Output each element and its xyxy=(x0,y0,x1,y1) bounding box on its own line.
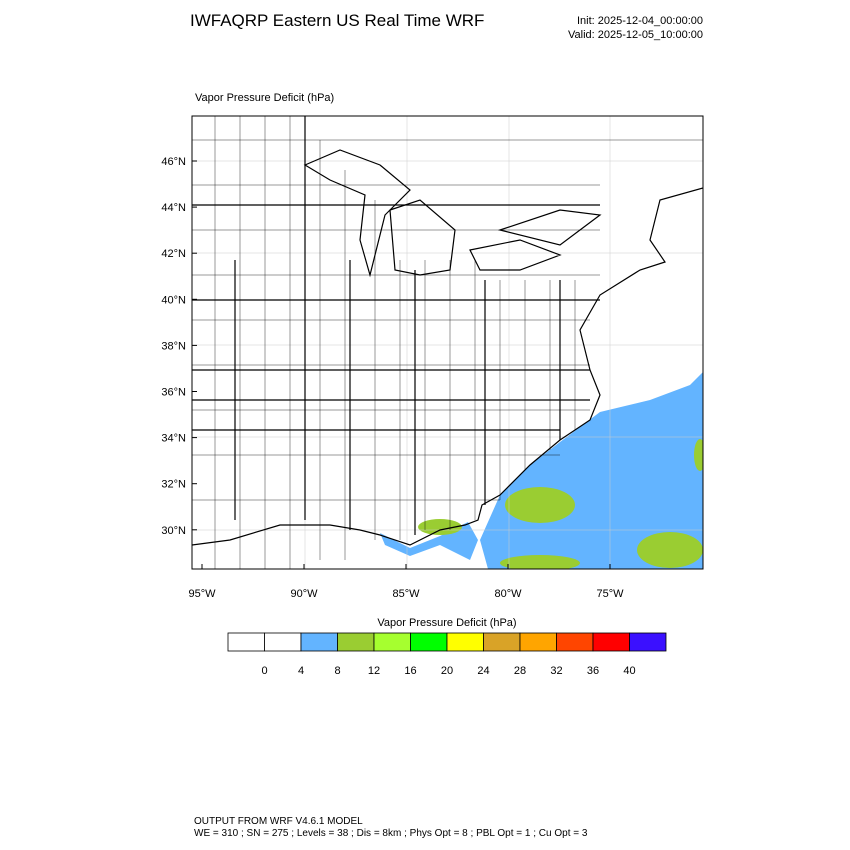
lat-label: 42°N xyxy=(161,248,186,260)
colorbar-label: 4 xyxy=(298,665,304,677)
init-time: Init: 2025-12-04_00:00:00 xyxy=(577,15,703,27)
colorbar-box xyxy=(373,632,411,652)
lon-label: 95°W xyxy=(188,588,216,600)
lon-label: 80°W xyxy=(494,588,522,600)
lon-label: 75°W xyxy=(596,588,624,600)
colorbar-title: Vapor Pressure Deficit (hPa) xyxy=(377,617,516,629)
title: IWFAQRP Eastern US Real Time WRF xyxy=(190,11,484,30)
vpd-patch xyxy=(500,555,580,569)
valid-time: Valid: 2025-12-05_10:00:00 xyxy=(568,29,703,41)
colorbar-label: 20 xyxy=(441,665,453,677)
colorbar-label: 28 xyxy=(514,665,526,677)
vpd-patch xyxy=(637,532,703,568)
map-frame xyxy=(191,115,704,570)
lat-label: 30°N xyxy=(161,525,186,537)
map xyxy=(191,115,704,570)
map-title: Vapor Pressure Deficit (hPa) xyxy=(195,92,334,104)
colorbar-box xyxy=(300,632,338,652)
colorbar-box xyxy=(410,632,448,652)
colorbar-label: 40 xyxy=(623,665,635,677)
colorbar-label: 36 xyxy=(587,665,599,677)
lat-label: 32°N xyxy=(161,479,186,491)
lat-label: 38°N xyxy=(161,340,186,352)
vpd-patch xyxy=(505,487,575,523)
lat-label: 34°N xyxy=(161,433,186,445)
colorbar-box xyxy=(592,632,630,652)
state-lines xyxy=(192,116,600,535)
lat-label: 40°N xyxy=(161,294,186,306)
colorbar-label: 16 xyxy=(404,665,416,677)
lat-label: 46°N xyxy=(161,156,186,168)
footer-line: OUTPUT FROM WRF V4.6.1 MODEL xyxy=(194,816,363,827)
lon-label: 90°W xyxy=(290,588,318,600)
colorbar-box xyxy=(264,632,302,652)
colorbar-box xyxy=(337,632,375,652)
vpd-patch xyxy=(694,439,703,471)
lon-label: 85°W xyxy=(392,588,420,600)
colorbar-box xyxy=(446,632,484,652)
great-lakes xyxy=(303,149,602,278)
footer-line: WE = 310 ; SN = 275 ; Levels = 38 ; Dis … xyxy=(194,828,588,839)
colorbar-box xyxy=(519,632,557,652)
colorbar-box xyxy=(556,632,594,652)
colorbar-label: 0 xyxy=(261,665,267,677)
vpd-patch xyxy=(418,519,462,535)
lat-label: 44°N xyxy=(161,202,186,214)
colorbar-box xyxy=(629,632,667,652)
lat-label: 36°N xyxy=(161,387,186,399)
colorbar-label: 12 xyxy=(368,665,380,677)
colorbar-label: 8 xyxy=(334,665,340,677)
coastline xyxy=(192,187,703,546)
colorbar-box xyxy=(483,632,521,652)
colorbar-box xyxy=(227,632,265,652)
colorbar-label: 32 xyxy=(550,665,562,677)
colorbar-label: 24 xyxy=(477,665,489,677)
